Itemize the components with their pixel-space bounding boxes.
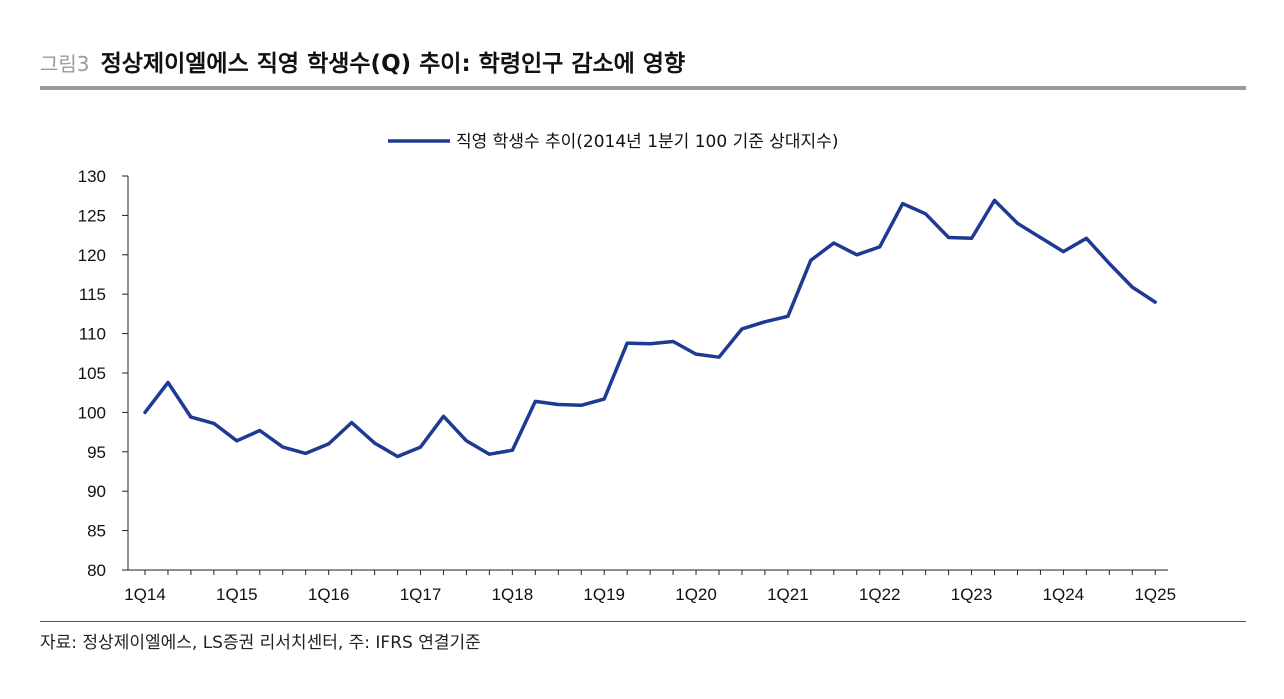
y-tick-label: 80 <box>87 561 106 580</box>
y-tick-label: 85 <box>87 522 106 541</box>
y-tick-label: 120 <box>78 246 106 265</box>
figure-title-row: 그림3 정상제이엘에스 직영 학생수(Q) 추이: 학령인구 감소에 영향 <box>40 44 685 84</box>
x-tick-label: 1Q20 <box>675 585 717 604</box>
figure-label: 그림3 <box>40 52 90 76</box>
x-tick-label: 1Q14 <box>124 585 166 604</box>
data-point <box>1039 236 1042 239</box>
data-point <box>511 449 514 452</box>
data-point <box>327 442 330 446</box>
data-point <box>648 342 652 346</box>
legend-label: 직영 학생수 추이(2014년 1분기 100 기준 상대지수) <box>456 132 838 152</box>
series-line-0 <box>143 198 1157 459</box>
source-note: 자료: 정상제이엘에스, LS증권 리서치센터, 주: IFRS 연결기준 <box>40 633 481 653</box>
data-point <box>465 439 468 442</box>
y-tick-label: 125 <box>78 206 106 225</box>
data-point <box>625 341 629 345</box>
x-tick-label: 1Q19 <box>583 585 625 604</box>
data-point <box>1016 222 1019 225</box>
data-point <box>970 237 973 240</box>
data-point <box>373 441 376 445</box>
y-tick-label: 95 <box>87 443 106 462</box>
data-point <box>855 253 858 256</box>
data-point <box>740 327 744 331</box>
data-point <box>901 202 904 205</box>
data-point <box>717 356 721 359</box>
data-point <box>488 452 491 456</box>
data-point <box>212 422 216 425</box>
data-point <box>809 259 813 262</box>
data-point <box>557 403 560 406</box>
line-chart: 직영 학생수 추이(2014년 1분기 100 기준 상대지수) 80 85 90 9… <box>78 132 1176 604</box>
x-tick-label: 1Q18 <box>492 585 534 604</box>
data-point <box>1131 285 1134 289</box>
x-tick-label: 1Q21 <box>767 585 809 604</box>
x-tick-label: 1Q17 <box>400 585 442 604</box>
data-point <box>763 320 767 323</box>
x-tick-label: 1Q15 <box>216 585 258 604</box>
data-point <box>419 445 422 449</box>
data-point <box>166 381 170 384</box>
data-point <box>189 415 193 419</box>
data-point <box>993 199 996 202</box>
chart-legend: 직영 학생수 추이(2014년 1분기 100 기준 상대지수) <box>388 132 838 152</box>
source-divider <box>40 621 1246 622</box>
figure-title: 정상제이엘에스 직영 학생수(Q) 추이: 학령인구 감소에 영향 <box>100 51 686 77</box>
data-point <box>304 452 307 455</box>
data-point <box>143 411 147 414</box>
data-point <box>396 455 399 458</box>
data-point <box>786 315 790 318</box>
x-tick-label: 1Q23 <box>951 585 993 604</box>
x-axis: 1Q14 1Q15 1Q16 1Q17 1Q18 1Q19 1Q20 1Q21 1Q22 1Q23… <box>124 569 1176 604</box>
plot-area <box>143 198 1157 459</box>
data-point <box>1108 262 1111 265</box>
x-tick-label: 1Q24 <box>1043 585 1085 604</box>
y-tick-label: 100 <box>78 403 106 422</box>
data-point <box>580 404 583 407</box>
data-point <box>924 212 927 216</box>
y-tick-label: 90 <box>87 482 106 501</box>
data-point <box>235 439 239 442</box>
title-divider <box>40 86 1246 90</box>
data-point <box>832 241 835 245</box>
data-point <box>694 352 698 356</box>
data-point <box>1085 237 1088 240</box>
data-point <box>1062 250 1065 253</box>
x-tick-label: 1Q16 <box>308 585 350 604</box>
data-point <box>442 415 445 418</box>
x-tick-label: 1Q25 <box>1134 585 1176 604</box>
y-tick-label: 115 <box>79 285 106 304</box>
data-point <box>281 445 284 449</box>
data-point <box>258 429 261 432</box>
data-point <box>534 400 537 403</box>
x-tick-label: 1Q22 <box>859 585 901 604</box>
data-point <box>671 340 675 343</box>
data-point <box>603 397 606 401</box>
y-axis: 80 85 90 95 100 105 110 115 120 125 130 <box>78 167 129 580</box>
data-point <box>1154 300 1157 304</box>
y-tick-label: 105 <box>78 364 106 383</box>
data-point <box>878 245 881 249</box>
y-tick-label: 110 <box>79 325 106 344</box>
y-tick-label: 130 <box>78 167 106 186</box>
data-point <box>350 421 353 424</box>
data-point <box>947 236 950 239</box>
